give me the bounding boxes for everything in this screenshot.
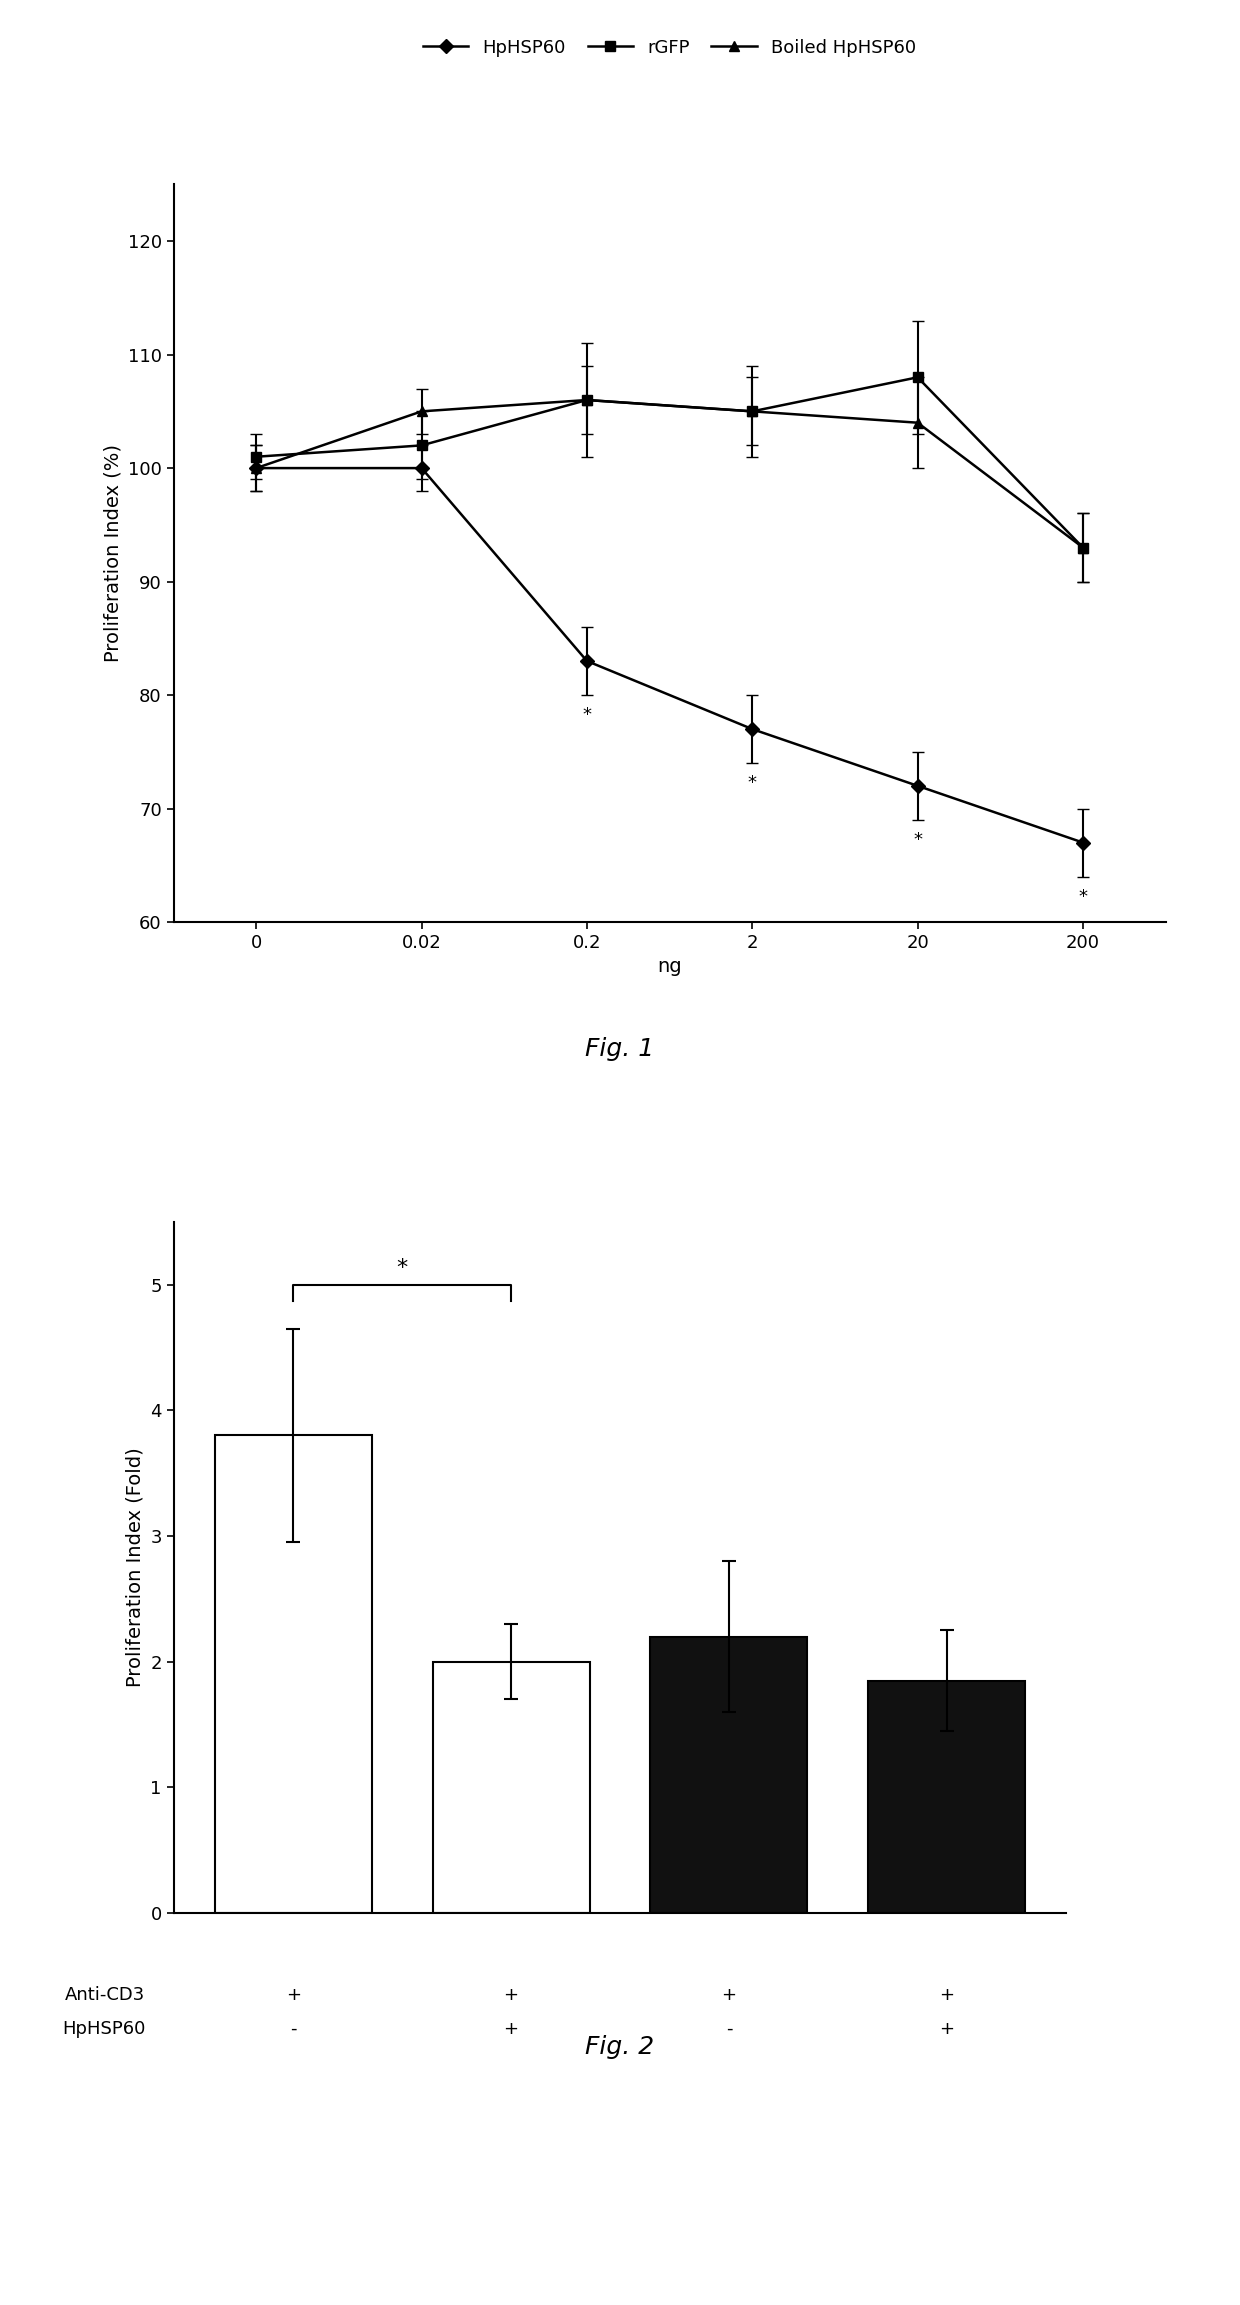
Bar — [868, 1680, 1025, 1913]
Y-axis label: Proliferation Index (%): Proliferation Index (%) — [103, 445, 122, 662]
Text: *: * — [397, 1259, 408, 1279]
Text: HpHSP60: HpHSP60 — [62, 2019, 145, 2038]
Text: Fig. 1: Fig. 1 — [585, 1037, 655, 1060]
Text: +: + — [503, 1987, 518, 2003]
X-axis label: ng: ng — [657, 957, 682, 977]
Text: +: + — [722, 1987, 737, 2003]
Text: +: + — [286, 1987, 301, 2003]
Text: *: * — [1079, 887, 1087, 906]
Text: *: * — [748, 774, 756, 793]
Legend: HpHSP60, rGFP, Boiled HpHSP60: HpHSP60, rGFP, Boiled HpHSP60 — [415, 32, 924, 65]
Text: Fig. 2: Fig. 2 — [585, 2035, 655, 2058]
Text: Anti-CD3: Anti-CD3 — [64, 1987, 145, 2003]
Bar — [651, 1637, 807, 1913]
Text: -: - — [725, 2019, 732, 2038]
Text: -: - — [290, 2019, 296, 2038]
Text: +: + — [939, 2019, 954, 2038]
Bar — [215, 1436, 372, 1913]
Text: +: + — [503, 2019, 518, 2038]
Y-axis label: Proliferation Index (Fold): Proliferation Index (Fold) — [125, 1448, 145, 1687]
Text: *: * — [913, 832, 923, 848]
Text: +: + — [939, 1987, 954, 2003]
Text: *: * — [583, 705, 591, 724]
Bar — [433, 1662, 589, 1913]
